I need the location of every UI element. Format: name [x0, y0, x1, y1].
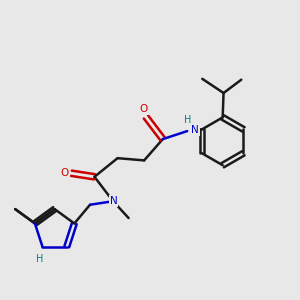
- Text: N: N: [191, 125, 199, 135]
- Text: H: H: [36, 254, 43, 264]
- Text: O: O: [140, 104, 148, 114]
- Text: H: H: [184, 115, 192, 125]
- Text: O: O: [61, 168, 69, 178]
- Text: N: N: [110, 196, 117, 206]
